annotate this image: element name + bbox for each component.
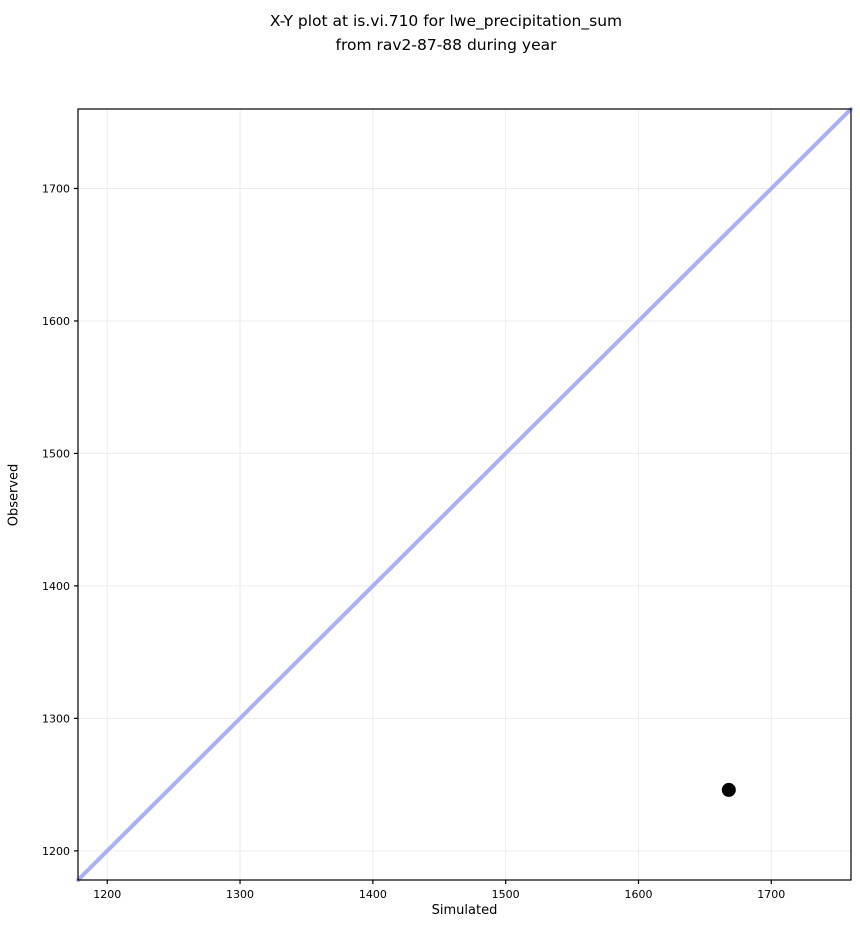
y-tick-label: 1400 xyxy=(42,580,70,593)
x-tick-label: 1600 xyxy=(624,888,652,901)
y-tick-label: 1700 xyxy=(42,182,70,195)
y-tick-label: 1300 xyxy=(42,712,70,725)
x-tick-label: 1700 xyxy=(757,888,785,901)
identity-line xyxy=(76,107,853,882)
y-tick-label: 1500 xyxy=(42,447,70,460)
x-tick-label: 1400 xyxy=(359,888,387,901)
x-axis-label: Simulated xyxy=(431,903,498,918)
chart-title: X-Y plot at is.vi.710 for lwe_precipitat… xyxy=(32,9,860,57)
y-tick-label: 1200 xyxy=(42,845,70,858)
chart-title-line2: from rav2-87-88 during year xyxy=(335,36,557,54)
x-tick-label: 1500 xyxy=(492,888,520,901)
x-tick-label: 1300 xyxy=(226,888,254,901)
y-tick-label: 1600 xyxy=(42,315,70,328)
x-tick-label: 1200 xyxy=(93,888,121,901)
chart-title-line1: X-Y plot at is.vi.710 for lwe_precipitat… xyxy=(269,12,623,30)
data-point xyxy=(721,782,736,797)
plot-frame xyxy=(77,108,852,881)
